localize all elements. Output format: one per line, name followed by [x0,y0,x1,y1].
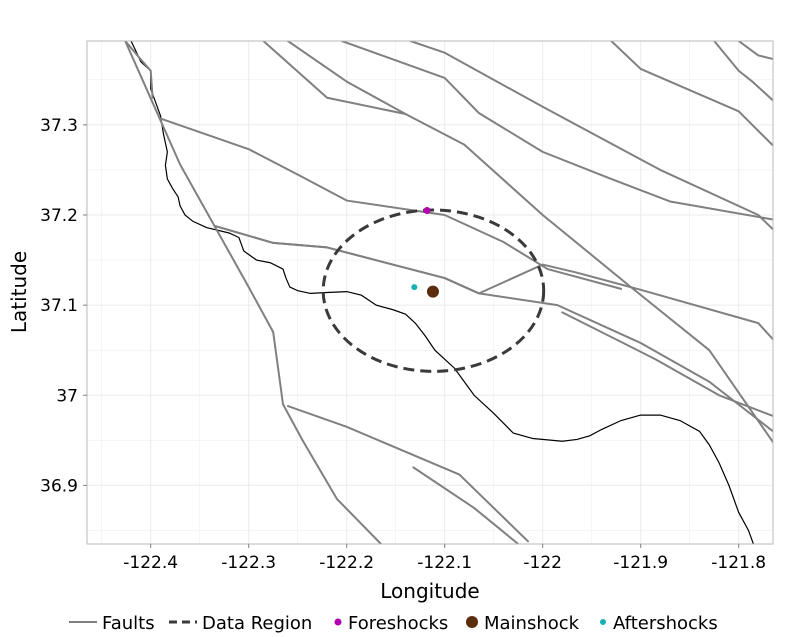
fault-line [124,41,154,99]
fault-line [412,466,520,544]
fault-line [737,41,773,61]
fault-line [124,41,382,544]
aftershock-point [411,284,418,291]
y-tick-label: 37.2 [40,206,78,226]
x-axis-title: Longitude [380,579,479,603]
map-data-layer [124,41,773,544]
plot-border [86,40,774,545]
y-tick-label: 37 [56,386,78,406]
fault-line [286,41,407,116]
x-tick-label: -121.9 [613,553,668,573]
fault-line [159,117,623,290]
y-tick-label: 36.9 [40,476,78,496]
fault-line [713,41,773,102]
x-tick-label: -122.1 [417,553,472,573]
fault-line [262,41,773,444]
data-region-ellipse [321,208,546,373]
grid-lines [87,41,773,544]
fault-line [610,41,773,147]
legend-label-foreshocks: Foreshocks [348,613,448,634]
x-tick-label: -122.4 [123,553,178,573]
legend-label-aftershocks: Aftershocks [613,613,718,634]
legend-key-mainshock [466,616,478,628]
foreshock-point [423,206,431,214]
mainshock-point [426,285,439,298]
fault-line [213,224,773,341]
x-tick-label: -122 [523,553,562,573]
y-tick-label: 37.3 [40,116,78,136]
legend-label-data-region: Data Region [202,613,312,634]
legend-label-mainshock: Mainshock [484,613,580,634]
legend-key-foreshocks [334,618,342,626]
fault-line [286,405,529,543]
x-tick-label: -122.3 [221,553,276,573]
x-tick-label: -121.8 [711,553,766,573]
legend-label-faults: Faults [102,613,155,634]
legend: Faults Data Region Foreshocks Mainshock … [69,613,718,634]
y-tick-label: 37.1 [40,296,78,316]
x-tick-label: -122.2 [319,553,374,573]
y-axis-title: Latitude [7,251,31,333]
coastline [130,41,754,544]
fault-line [561,311,773,417]
legend-key-aftershocks [600,619,606,625]
axis-ticks: -122.4 -122.3 -122.2 -122.1 -122 -121.9 -121.8… [40,116,766,573]
fault-line [340,41,773,221]
fault-line [409,41,773,231]
